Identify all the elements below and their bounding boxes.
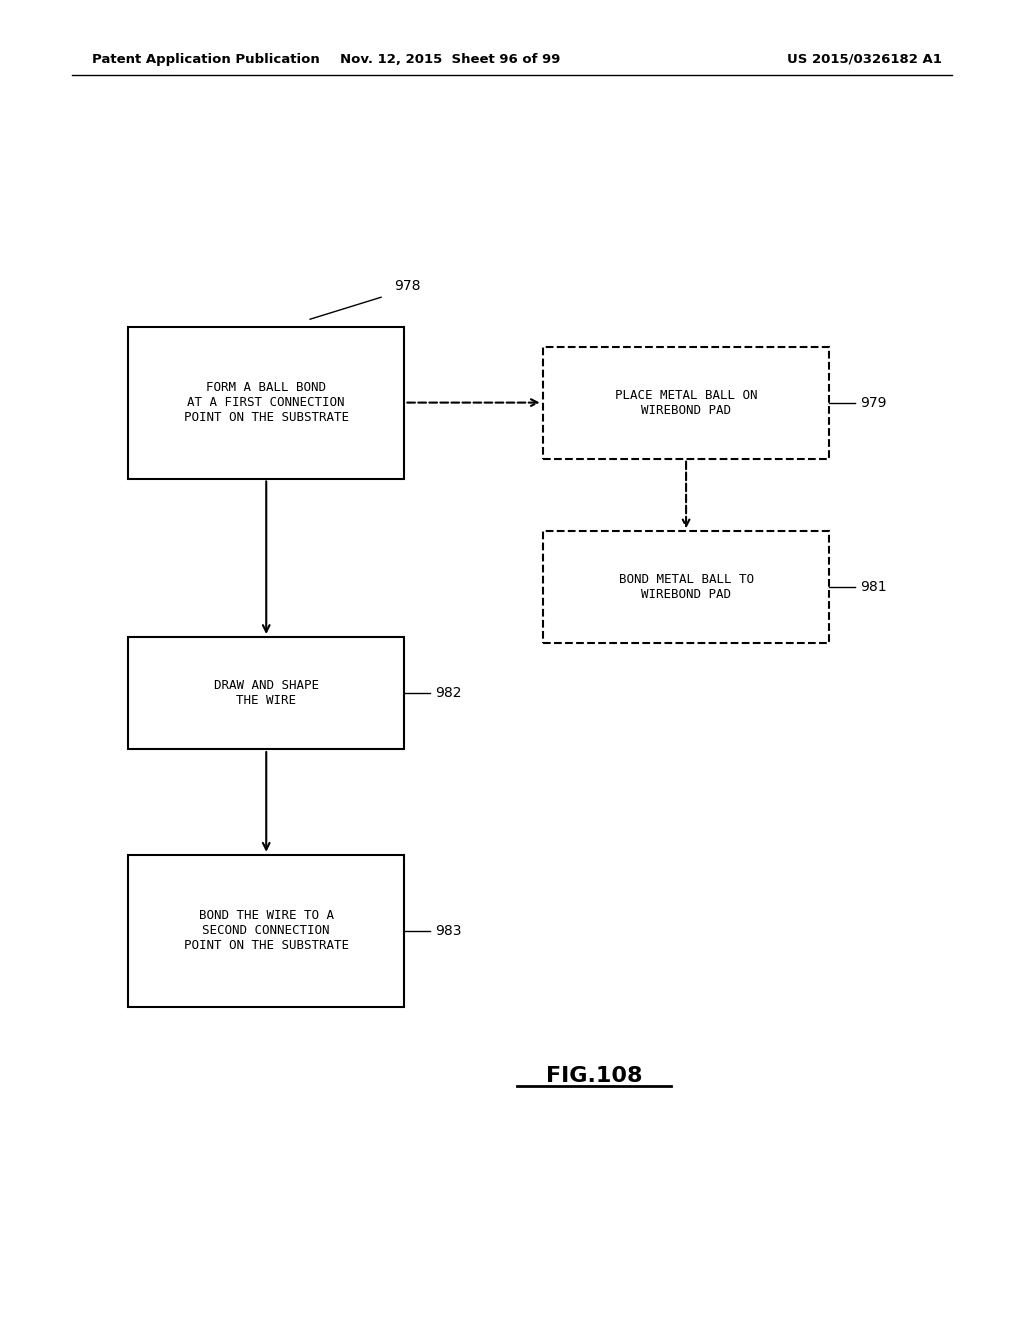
FancyBboxPatch shape [543, 347, 829, 459]
Text: BOND THE WIRE TO A
SECOND CONNECTION
POINT ON THE SUBSTRATE: BOND THE WIRE TO A SECOND CONNECTION POI… [183, 909, 349, 952]
Text: Nov. 12, 2015  Sheet 96 of 99: Nov. 12, 2015 Sheet 96 of 99 [340, 53, 561, 66]
Text: 981: 981 [860, 581, 887, 594]
FancyBboxPatch shape [128, 855, 404, 1006]
Text: 979: 979 [860, 396, 887, 409]
Text: 983: 983 [435, 924, 462, 937]
Text: DRAW AND SHAPE
THE WIRE: DRAW AND SHAPE THE WIRE [214, 678, 318, 708]
FancyBboxPatch shape [128, 638, 404, 750]
Text: 978: 978 [394, 279, 421, 293]
FancyBboxPatch shape [128, 327, 404, 479]
Text: 982: 982 [435, 686, 462, 700]
Text: PLACE METAL BALL ON
WIREBOND PAD: PLACE METAL BALL ON WIREBOND PAD [614, 388, 758, 417]
FancyBboxPatch shape [543, 531, 829, 643]
Text: Patent Application Publication: Patent Application Publication [92, 53, 319, 66]
Text: FIG.108: FIG.108 [546, 1065, 642, 1086]
Text: FORM A BALL BOND
AT A FIRST CONNECTION
POINT ON THE SUBSTRATE: FORM A BALL BOND AT A FIRST CONNECTION P… [183, 381, 349, 424]
Text: US 2015/0326182 A1: US 2015/0326182 A1 [787, 53, 942, 66]
Text: BOND METAL BALL TO
WIREBOND PAD: BOND METAL BALL TO WIREBOND PAD [618, 573, 754, 602]
